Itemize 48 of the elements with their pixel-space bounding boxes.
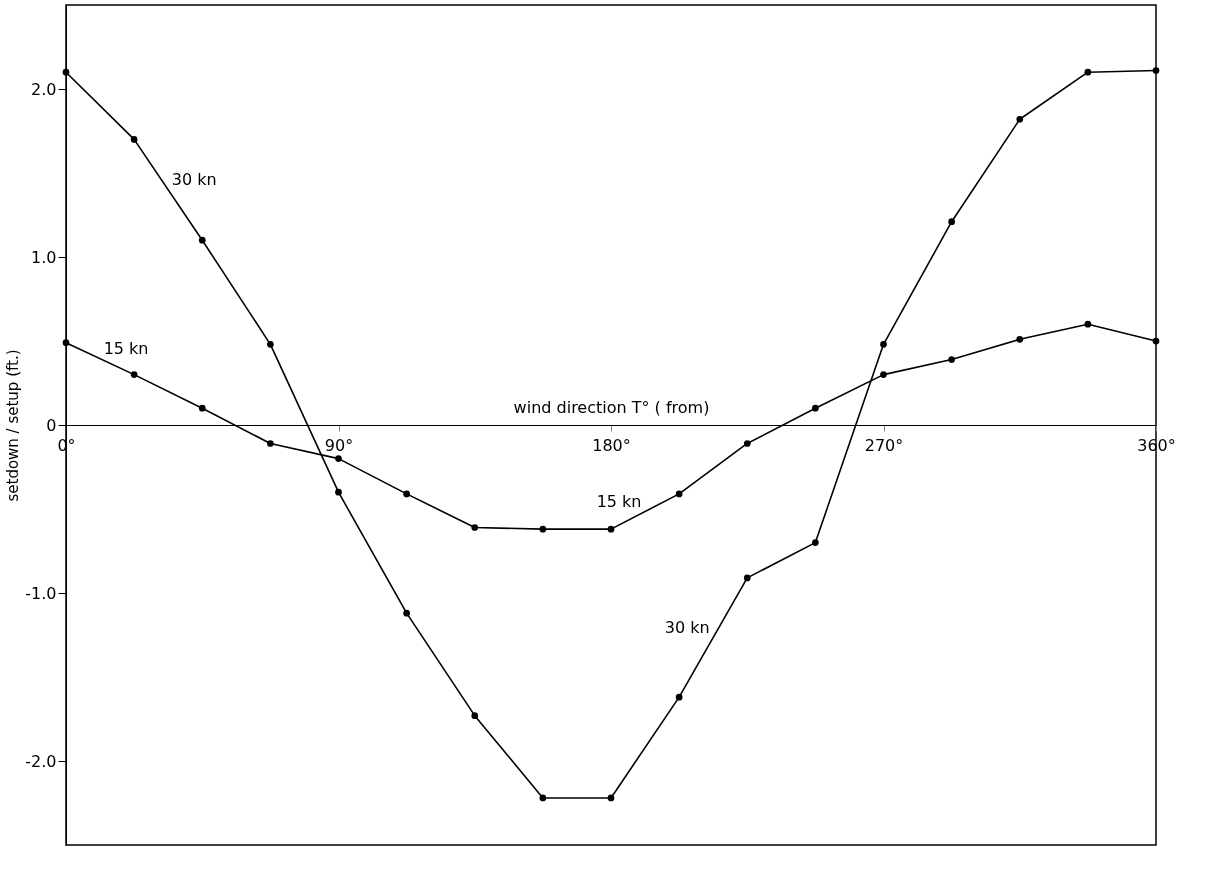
point	[62, 339, 70, 347]
point	[335, 488, 342, 496]
y-axis-title: setdown / setup (ft.)	[4, 349, 23, 502]
point	[267, 440, 274, 447]
point	[1084, 68, 1092, 76]
point	[1016, 335, 1024, 343]
point	[130, 136, 138, 143]
point	[198, 236, 206, 244]
point	[62, 68, 70, 76]
point	[539, 525, 547, 533]
point	[403, 490, 410, 498]
point	[607, 525, 615, 533]
point	[880, 371, 887, 378]
point	[471, 524, 479, 531]
point	[1152, 337, 1160, 345]
point	[130, 371, 138, 378]
y-tick-label: 2.0	[31, 79, 57, 99]
point	[1152, 67, 1160, 74]
point	[1016, 115, 1024, 123]
annotation: 30 kn	[664, 617, 710, 637]
y-tick-label: 0	[46, 415, 57, 435]
annotation: 15 kn	[103, 338, 149, 358]
point	[335, 455, 342, 462]
point	[607, 794, 615, 802]
point	[743, 574, 751, 582]
point	[743, 440, 751, 447]
point	[948, 218, 955, 226]
x-tick-label: 180°	[592, 435, 631, 455]
point	[198, 404, 206, 412]
point	[539, 794, 547, 802]
point	[948, 356, 955, 363]
point	[675, 490, 683, 498]
y-tick-label: -1.0	[25, 583, 57, 603]
y-tick-label: 1.0	[31, 247, 57, 267]
y-tick-label: -2.0	[25, 751, 57, 771]
annotation: 15 kn	[596, 491, 642, 511]
point	[675, 693, 683, 701]
point	[471, 712, 479, 719]
point	[812, 404, 819, 412]
point	[880, 341, 887, 348]
point	[1084, 320, 1092, 328]
annotation: 30 kn	[171, 169, 217, 189]
point	[267, 341, 274, 348]
point	[403, 609, 410, 617]
x-axis-title: wind direction T° ( from)	[513, 397, 710, 417]
x-tick-label: 270°	[864, 435, 904, 455]
x-tick-label: 90°	[324, 435, 354, 455]
point	[812, 539, 819, 546]
